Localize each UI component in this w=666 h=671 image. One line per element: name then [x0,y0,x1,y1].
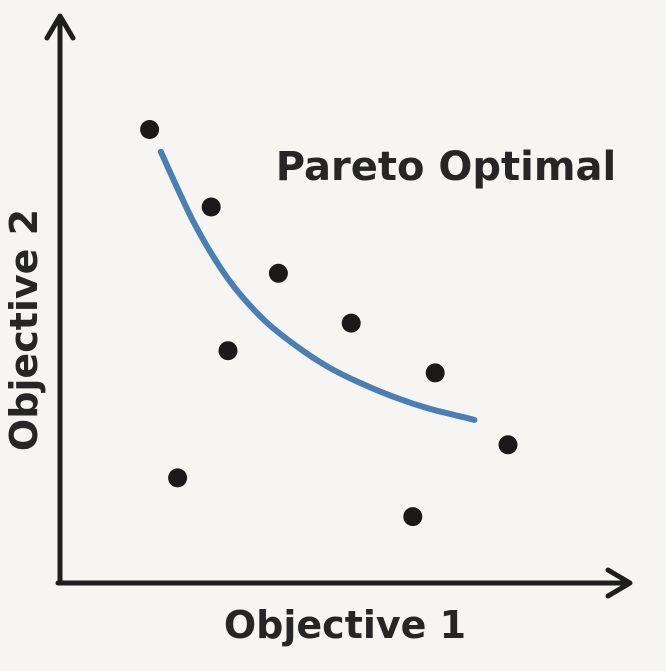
data-point-9 [498,435,518,455]
x-axis-label: Objective 1 [224,603,466,647]
y-axis [44,13,76,586]
y-axis-arrow-icon [44,13,76,41]
data-point-6 [425,363,445,383]
x-axis-arrow-icon [605,567,633,599]
x-axis [55,567,633,599]
data-point-7 [168,468,188,488]
data-point-4 [218,341,238,361]
data-point-5 [341,313,361,333]
pareto-frontier-curve [157,148,478,423]
data-point-2 [201,197,221,217]
y-axis-label: Objective 2 [2,209,46,451]
frontier-label: Pareto Optimal [276,144,616,190]
data-point-8 [403,507,423,527]
data-points [140,120,518,527]
data-point-1 [140,120,160,139]
data-point-3 [268,263,288,283]
